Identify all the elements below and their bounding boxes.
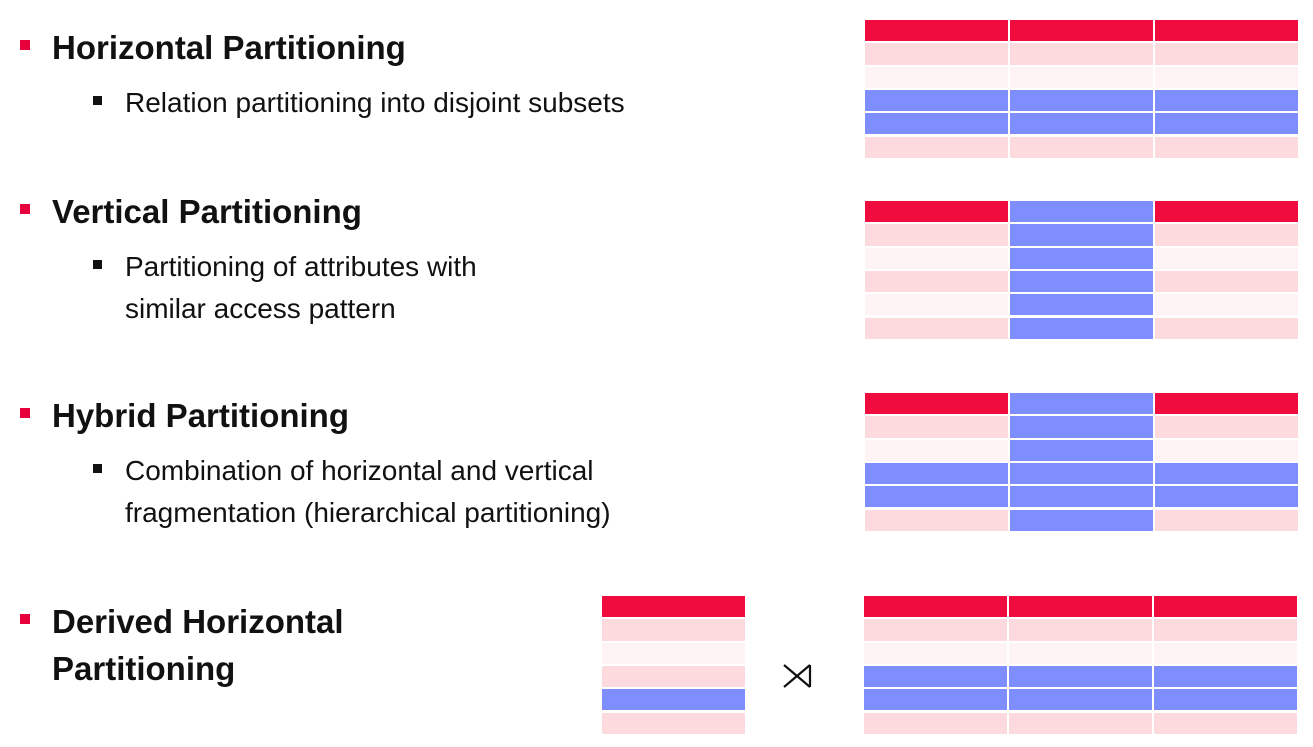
grid-cell (865, 270, 1008, 293)
grid-cell (1010, 509, 1153, 531)
grid-cell (1154, 689, 1297, 711)
grid-cell (865, 509, 1008, 531)
grid-cell (1155, 201, 1298, 223)
grid-cell (865, 393, 1008, 415)
grid-cell (1154, 712, 1297, 734)
grid-cell (1009, 596, 1152, 618)
grid-cell (602, 642, 745, 664)
section-title-hybrid: Hybrid Partitioning (52, 397, 349, 434)
grid-cell (1155, 439, 1298, 461)
grid-cell (1155, 416, 1298, 438)
section-title-horizontal: Horizontal Partitioning (52, 29, 406, 66)
grid-cell (1010, 224, 1153, 246)
grid-cell (865, 462, 1008, 485)
grid-cell (1010, 43, 1153, 65)
grid-cell (1010, 136, 1153, 158)
grid-cell (864, 689, 1007, 711)
grid-cell (1155, 317, 1298, 339)
grid-cell (1155, 462, 1298, 485)
section-title-derived-line2: Partitioning (52, 650, 236, 687)
grid-cell (1155, 136, 1298, 158)
red-bullet-icon (20, 204, 30, 214)
grid-cell (1010, 393, 1153, 415)
section-desc-hybrid-line1: Combination of horizontal and vertical (125, 455, 594, 486)
section-desc-vertical-line1: Partitioning of attributes with (125, 251, 477, 282)
grid-cell (865, 247, 1008, 269)
grid-cell (865, 113, 1008, 135)
grid-cell (1010, 294, 1153, 316)
grid-cell (865, 317, 1008, 339)
red-bullet-icon (20, 408, 30, 418)
section-desc-hybrid-line2: fragmentation (hierarchical partitioning… (125, 497, 611, 528)
grid-cell (865, 89, 1008, 112)
grid-cell (1010, 201, 1153, 223)
grid-cell (865, 294, 1008, 316)
grid-cell (865, 20, 1008, 42)
grid-cell (865, 224, 1008, 246)
red-bullet-icon (20, 40, 30, 50)
grid-cell (865, 136, 1008, 158)
grid-cell (865, 66, 1008, 88)
grid-cell (1155, 247, 1298, 269)
grid-cell (602, 712, 745, 734)
section-desc-horizontal: Relation partitioning into disjoint subs… (125, 87, 625, 118)
grid-cell (864, 619, 1007, 641)
grid-cell (1155, 20, 1298, 42)
grid-cell (1010, 89, 1153, 112)
grid-cell (1009, 665, 1152, 688)
black-bullet-icon (93, 260, 102, 269)
red-bullet-icon (20, 614, 30, 624)
grid-cell (1155, 486, 1298, 508)
grid-cell (1009, 712, 1152, 734)
grid-cell (865, 439, 1008, 461)
grid-cell (1009, 642, 1152, 664)
grid-cell (1155, 294, 1298, 316)
grid-cell (1010, 66, 1153, 88)
grid-cell (1154, 619, 1297, 641)
grid-cell (1155, 66, 1298, 88)
grid-cell (1155, 113, 1298, 135)
grid-cell (1155, 509, 1298, 531)
grid-cell (1010, 113, 1153, 135)
grid-cell (602, 619, 745, 641)
grid-cell (602, 596, 745, 618)
grid-cell (864, 712, 1007, 734)
grid-cell (1155, 393, 1298, 415)
grid-cell (1155, 89, 1298, 112)
grid-cell (1155, 224, 1298, 246)
grid-cell (1009, 689, 1152, 711)
section-title-derived-line1: Derived Horizontal (52, 603, 344, 640)
section-title-vertical: Vertical Partitioning (52, 193, 362, 230)
grid-cell (865, 201, 1008, 223)
black-bullet-icon (93, 464, 102, 473)
black-bullet-icon (93, 96, 102, 105)
grid-cell (602, 689, 745, 711)
grid-cell (1155, 43, 1298, 65)
grid-cell (865, 43, 1008, 65)
grid-cell (864, 665, 1007, 688)
grid-cell (1009, 619, 1152, 641)
semijoin-icon (783, 664, 812, 688)
grid-cell (864, 596, 1007, 618)
grid-cell (1154, 665, 1297, 688)
grid-cell (865, 416, 1008, 438)
grid-cell (1155, 270, 1298, 293)
grid-cell (1010, 486, 1153, 508)
grid-cell (1010, 462, 1153, 485)
grid-cell (1010, 247, 1153, 269)
section-desc-vertical-line2: similar access pattern (125, 293, 396, 324)
grid-cell (1154, 596, 1297, 618)
grid-cell (1010, 439, 1153, 461)
grid-cell (1010, 416, 1153, 438)
grid-cell (1010, 317, 1153, 339)
grid-cell (602, 665, 745, 688)
grid-cell (1010, 270, 1153, 293)
grid-cell (864, 642, 1007, 664)
grid-cell (865, 486, 1008, 508)
grid-cell (1154, 642, 1297, 664)
grid-cell (1010, 20, 1153, 42)
